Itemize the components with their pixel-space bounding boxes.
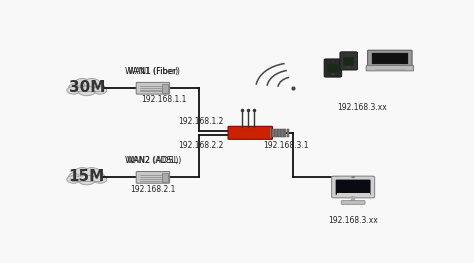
Circle shape [348,54,349,55]
FancyBboxPatch shape [336,180,371,195]
FancyBboxPatch shape [162,173,168,182]
FancyBboxPatch shape [270,128,272,138]
FancyBboxPatch shape [136,82,170,94]
Circle shape [69,172,86,182]
FancyBboxPatch shape [372,53,408,64]
Circle shape [84,168,100,176]
Circle shape [84,79,100,88]
FancyBboxPatch shape [73,177,101,180]
Circle shape [332,61,334,62]
FancyBboxPatch shape [340,52,357,70]
Circle shape [93,176,107,183]
Text: 192.168.2.2: 192.168.2.2 [178,141,223,150]
Circle shape [93,87,107,94]
FancyBboxPatch shape [273,129,275,137]
Text: WAN2 (ADSL): WAN2 (ADSL) [127,156,179,165]
Circle shape [69,83,86,93]
Text: 15M: 15M [69,169,105,184]
FancyBboxPatch shape [73,88,101,92]
FancyBboxPatch shape [284,129,286,137]
FancyBboxPatch shape [368,50,412,67]
FancyBboxPatch shape [278,129,281,137]
Circle shape [67,87,81,94]
FancyBboxPatch shape [281,129,283,137]
Circle shape [87,172,105,182]
FancyBboxPatch shape [343,57,354,66]
FancyBboxPatch shape [136,171,170,183]
Circle shape [347,67,350,68]
FancyBboxPatch shape [328,64,338,73]
Circle shape [332,74,334,75]
Text: 192.168.1.1: 192.168.1.1 [141,95,187,104]
Circle shape [75,168,90,175]
Text: WAN2 (ADSL): WAN2 (ADSL) [125,156,181,165]
FancyBboxPatch shape [337,193,370,196]
FancyBboxPatch shape [366,65,413,71]
Text: 30M: 30M [69,80,105,95]
FancyBboxPatch shape [341,201,365,204]
Text: 192.168.1.2: 192.168.1.2 [178,117,223,126]
Circle shape [352,176,355,178]
Circle shape [75,169,98,181]
FancyBboxPatch shape [324,59,342,77]
FancyBboxPatch shape [275,129,278,137]
FancyBboxPatch shape [332,176,374,198]
Circle shape [67,176,81,183]
FancyBboxPatch shape [162,84,168,93]
Circle shape [75,79,90,87]
Text: 192.168.3.xx: 192.168.3.xx [337,103,387,112]
Circle shape [78,86,96,96]
Circle shape [75,79,98,92]
Circle shape [78,175,96,185]
Text: WAN1 (Fiber): WAN1 (Fiber) [128,67,178,75]
Text: WAN1 (Fiber): WAN1 (Fiber) [126,67,181,75]
Text: 192.168.3.xx: 192.168.3.xx [328,216,378,225]
Text: 192.168.3.1: 192.168.3.1 [264,141,309,150]
FancyBboxPatch shape [228,126,273,139]
FancyBboxPatch shape [287,129,290,137]
Text: 192.168.2.1: 192.168.2.1 [130,185,175,194]
Circle shape [87,83,105,93]
